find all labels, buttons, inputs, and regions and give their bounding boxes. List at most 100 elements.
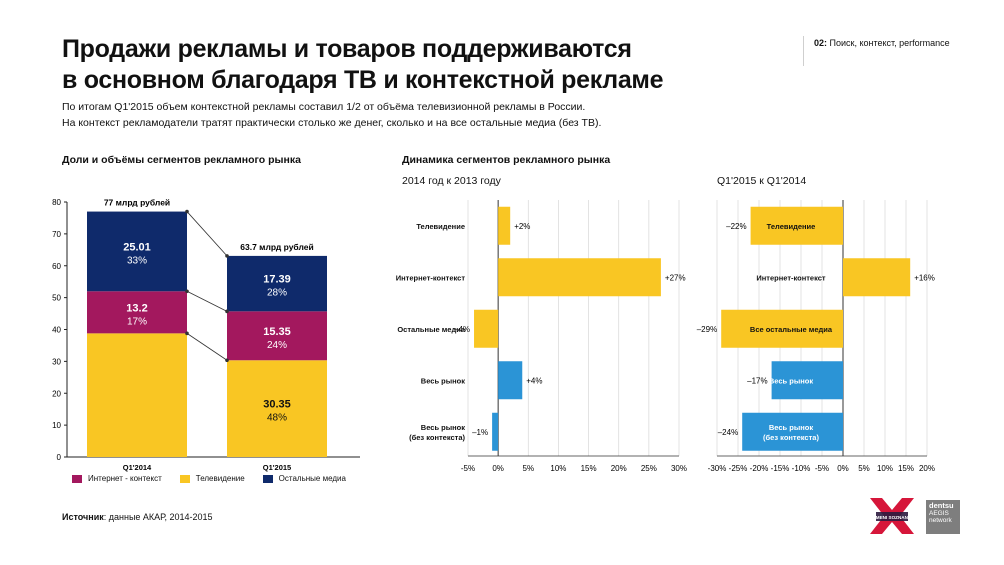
connector-dot (225, 358, 229, 363)
x-tick-label: 0% (837, 464, 849, 473)
legend-item-tv: Телевидение (179, 474, 245, 483)
x-tick-label: 15% (581, 464, 597, 473)
category-label: Весь рынок (769, 376, 813, 385)
share-label: 17% (127, 316, 147, 327)
dynamics-q1-subheading: Q1'2015 к Q1'2014 (717, 175, 807, 187)
x-tick-label: 5% (523, 464, 535, 473)
share-label: 28% (267, 288, 287, 299)
x-tick-label: 10% (877, 464, 893, 473)
data-label: 25.01 (123, 241, 151, 253)
connector-dot (185, 209, 189, 214)
legend-label-context: Интернет - контекст (88, 474, 162, 483)
share-label: 48% (267, 413, 287, 424)
x-tick-label: -30% (708, 464, 727, 473)
connector-dot (225, 309, 229, 314)
y-tick-label: 0 (57, 453, 62, 462)
connector-dot (185, 331, 189, 336)
hbar (843, 258, 911, 297)
value-label: –1% (472, 428, 488, 437)
value-label: +2% (514, 222, 530, 231)
subtitle-line-1: По итогам Q1'2015 объем контекстной рекл… (62, 101, 586, 113)
category-label: Все остальные медиа (750, 325, 833, 334)
source-label: Источник (62, 512, 104, 522)
source-note: Источник: данные АКАР, 2014-2015 (62, 512, 213, 522)
value-label: +16% (914, 273, 935, 282)
x-tick-label: -25% (729, 464, 748, 473)
connector-line (186, 290, 228, 312)
source-text: : данные АКАР, 2014-2015 (103, 512, 213, 522)
connector-dot (225, 254, 229, 258)
hbar (771, 361, 843, 400)
value-label: –29% (697, 325, 717, 334)
page-title: Продажи рекламы и товаров поддерживаются… (62, 34, 762, 96)
x-tick-label: -20% (750, 464, 769, 473)
x-tick-label: 5% (858, 464, 870, 473)
category-label: Интернет-контекст (396, 273, 466, 282)
connector-line (186, 211, 228, 257)
legend-item-other: Остальные медиа (262, 474, 346, 483)
subtitle-line-2: На контекст рекламодатели тратят практич… (62, 116, 602, 129)
data-label: 15.35 (263, 326, 291, 338)
section-tag: 02: Поиск, контекст, performance (803, 36, 1004, 66)
legend-label-other: Остальные медиа (278, 474, 346, 483)
category-label: Телевидение (767, 222, 816, 231)
category-label: Весь рынок (421, 423, 465, 432)
data-label: 17.39 (263, 274, 291, 286)
bar-context (87, 291, 187, 334)
izmeni-soznanie-logo: IZMENI SOZNANIE (870, 498, 914, 534)
category-label: Весь рынок (769, 423, 813, 432)
subtitle: По итогам Q1'2015 объем контекстной рекл… (62, 100, 782, 131)
value-label: –22% (726, 222, 746, 231)
value-label: +27% (665, 273, 686, 282)
category-label: Интернет-контекст (756, 273, 826, 282)
legend-item-context: Интернет - контекст (72, 474, 162, 483)
logo-text: IZMENI SOZNANIE (872, 515, 913, 520)
total-label: 77 млрд рублей (104, 198, 170, 208)
x-tick-label: -10% (792, 464, 811, 473)
x-tick-label: 15% (898, 464, 914, 473)
data-label: 13.2 (126, 302, 147, 314)
x-tick-label: 20% (919, 464, 935, 473)
x-tick-label: 10% (550, 464, 566, 473)
hbar (498, 206, 511, 245)
share-label: 24% (267, 340, 287, 351)
x-tick-label: 25% (641, 464, 657, 473)
y-tick-label: 60 (52, 262, 61, 271)
legend-swatch-tv (179, 474, 190, 483)
bar-other (227, 255, 327, 312)
x-tick-label: -5% (461, 464, 475, 473)
data-label: 30.35 (263, 399, 291, 411)
section-number: 02: (814, 38, 828, 48)
dentsu-line-1: dentsu (929, 501, 954, 510)
category-label: Остальные медиа (397, 325, 466, 334)
connector-dot (185, 289, 189, 294)
y-tick-label: 50 (52, 294, 61, 303)
x-tick-label: -15% (771, 464, 790, 473)
value-label: +4% (526, 376, 542, 385)
stacked-chart-heading: Доли и объёмы сегментов рекламного рынка (62, 154, 301, 166)
hbar (721, 309, 843, 348)
value-label: –17% (747, 376, 767, 385)
hbar (492, 412, 499, 451)
y-tick-label: 70 (52, 230, 61, 239)
title-line-2: в основном благодаря ТВ и контекстной ре… (62, 66, 664, 94)
category-label: (без контекста) (409, 433, 465, 442)
x-tick-label: 20% (611, 464, 627, 473)
value-label: –24% (718, 428, 738, 437)
category-label: Весь рынок (421, 376, 465, 385)
hbar (498, 258, 661, 297)
hbar (750, 206, 843, 245)
hbar (474, 309, 499, 348)
share-label: 33% (127, 255, 147, 266)
y-tick-label: 80 (52, 198, 61, 207)
title-line-1: Продажи рекламы и товаров поддерживаются (62, 35, 632, 63)
y-tick-label: 10 (52, 421, 61, 430)
y-tick-label: 40 (52, 326, 61, 335)
y-tick-label: 30 (52, 357, 61, 366)
total-label: 63.7 млрд рублей (240, 242, 313, 252)
y-tick-label: 20 (52, 389, 61, 398)
category-label: Q1'2014 (123, 463, 152, 472)
chart-legend: Интернет - контекст Телевидение Остальны… (72, 474, 346, 483)
legend-label-tv: Телевидение (195, 474, 245, 483)
